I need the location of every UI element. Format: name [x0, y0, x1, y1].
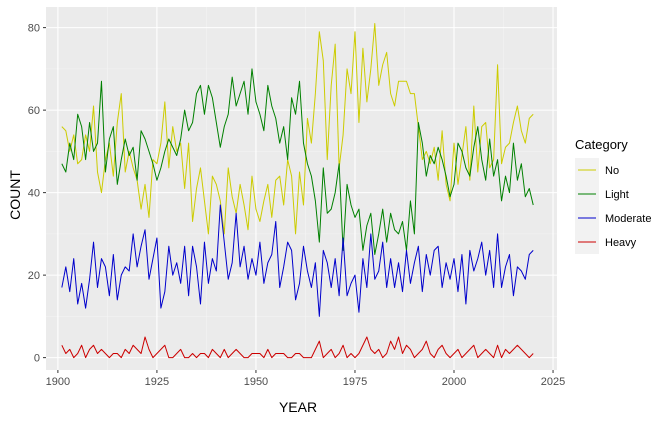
x-tick-label: 1925 — [145, 376, 169, 388]
x-tick-label: 1950 — [244, 376, 268, 388]
series-line-light — [61, 68, 534, 255]
y-axis: 0 20 40 60 80 — [28, 23, 46, 365]
x-tick-label: 2000 — [442, 376, 466, 388]
series-line-heavy — [61, 336, 534, 359]
legend-label-moderate: Moderate — [605, 213, 651, 225]
series-layer — [61, 23, 534, 359]
x-tick-label: 2025 — [541, 376, 565, 388]
y-tick-label: 0 — [34, 353, 40, 365]
legend-label-light: Light — [605, 189, 629, 201]
y-tick-label: 40 — [28, 188, 40, 200]
y-tick-label: 60 — [28, 105, 40, 117]
legend-title: Category — [575, 137, 628, 152]
legend-label-no: No — [605, 165, 619, 177]
series-line-moderate — [61, 204, 534, 317]
x-axis-title: YEAR — [279, 399, 317, 415]
y-tick-label: 80 — [28, 23, 40, 35]
legend: Category No Light Moderate Heavy — [575, 137, 651, 254]
y-axis-title: COUNT — [7, 170, 23, 220]
x-tick-label: 1975 — [343, 376, 367, 388]
y-tick-label: 20 — [28, 270, 40, 282]
legend-label-heavy: Heavy — [605, 237, 637, 249]
series-line-no — [61, 23, 534, 235]
x-axis: 1900 1925 1950 1975 2000 2025 — [46, 370, 565, 388]
x-tick-label: 1900 — [46, 376, 70, 388]
